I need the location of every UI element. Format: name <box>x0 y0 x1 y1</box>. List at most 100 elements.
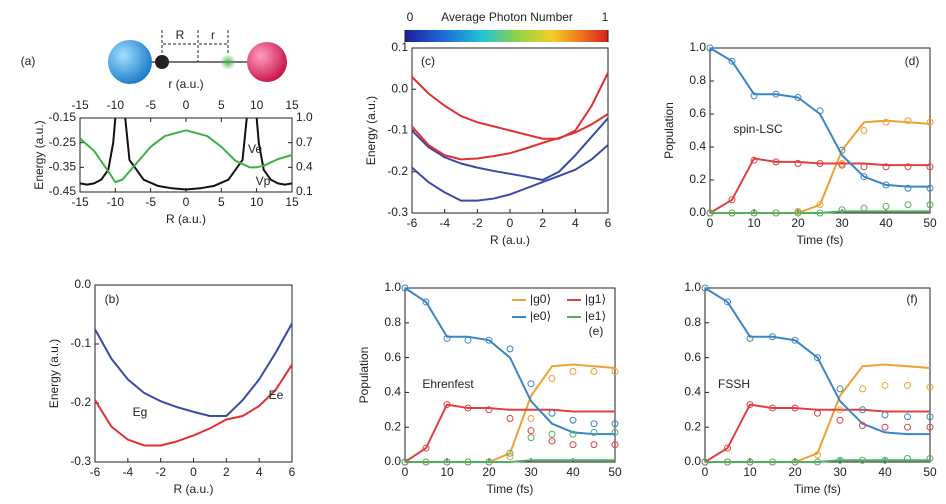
data-point <box>422 444 430 452</box>
y-tick-label: 0.0 <box>684 454 701 468</box>
data-point <box>794 160 802 167</box>
data-point <box>548 374 556 382</box>
data-point <box>464 458 472 466</box>
data-point <box>860 173 868 181</box>
data-point <box>527 434 535 442</box>
y-tick-label: 0.2 <box>384 419 401 433</box>
y2-tick-label: 0.4 <box>296 160 313 174</box>
data-point <box>750 156 758 164</box>
data-point <box>485 406 493 414</box>
data-point <box>882 163 890 171</box>
data-point <box>506 345 514 353</box>
x-tick-label: 4 <box>572 216 579 230</box>
y-tick-label: 0.2 <box>684 419 701 433</box>
y-tick-label: 0.2 <box>689 172 706 186</box>
x-tick-label: 30 <box>835 216 849 230</box>
data-point <box>791 404 799 412</box>
panel-label: (a) <box>21 54 36 68</box>
plot-frame <box>704 287 931 463</box>
x2-tick-label: 15 <box>285 98 299 112</box>
y-tick-label: 0.4 <box>684 385 701 399</box>
data-point <box>814 409 821 417</box>
data-point <box>881 411 889 419</box>
data-point <box>569 368 577 376</box>
y2-tick-label: 0.7 <box>296 135 313 149</box>
x-tick-label: 0 <box>190 465 197 479</box>
data-point <box>882 118 890 126</box>
data-point <box>590 441 598 449</box>
data-point <box>816 107 824 115</box>
data-point <box>548 409 556 417</box>
data-point <box>611 441 619 449</box>
legend-label: |g1⟩ <box>585 292 606 306</box>
series-line <box>411 144 609 202</box>
y-tick-label: 0.0 <box>689 205 706 219</box>
data-point <box>814 458 821 466</box>
series-line <box>411 113 609 161</box>
data-point <box>836 406 844 414</box>
data-point <box>904 117 912 125</box>
series-line <box>704 287 930 436</box>
data-point <box>701 458 709 466</box>
data-point <box>527 415 535 422</box>
data-point <box>443 458 451 466</box>
x-tick-label: 0 <box>702 465 709 479</box>
y-tick-label: -0.2 <box>387 164 408 178</box>
data-point <box>814 354 821 362</box>
x-tick-label: 2 <box>539 216 546 230</box>
y2-tick-label: 0.1 <box>296 184 313 198</box>
x-tick-label: 15 <box>285 195 299 209</box>
data-point <box>527 380 535 388</box>
data-point <box>464 404 472 412</box>
data-point <box>926 201 934 209</box>
x-tick-label: 6 <box>605 216 612 230</box>
y-tick-label: 0.8 <box>684 315 701 329</box>
data-point <box>611 428 619 436</box>
x-tick-label: 4 <box>256 465 263 479</box>
series-label: Vp <box>256 174 271 188</box>
y-tick-label: 0.8 <box>384 315 401 329</box>
annotation: r <box>211 28 215 42</box>
data-point <box>860 127 868 134</box>
y-tick-label: 0.6 <box>689 106 706 120</box>
legend-label: |e1⟩ <box>585 309 606 323</box>
x-axis-label: R (a.u.) <box>173 482 213 496</box>
y-tick-label: 1.0 <box>384 280 401 294</box>
data-point <box>485 336 493 344</box>
series-line <box>405 459 615 463</box>
annotation: spin-LSC <box>733 122 783 136</box>
y-tick-label: -0.3 <box>70 454 91 468</box>
series-label: Ee <box>269 388 284 402</box>
series-line <box>404 287 615 436</box>
series-line <box>705 459 930 463</box>
colorbar-label: Average Photon Number <box>441 10 573 24</box>
y-axis-label: Population <box>662 102 676 159</box>
x-tick-label: 0 <box>402 465 409 479</box>
x-tick-label: 2 <box>223 465 230 479</box>
data-point <box>728 57 736 65</box>
x-tick-label: 30 <box>833 465 847 479</box>
y-tick-label: -0.25 <box>49 135 77 149</box>
series-line <box>79 117 293 191</box>
data-point <box>506 415 514 422</box>
series-line <box>709 157 930 214</box>
data-point <box>794 209 802 217</box>
data-point <box>769 333 776 341</box>
x-tick-label: -5 <box>145 195 156 209</box>
plot-frame <box>404 287 616 463</box>
legend-label: |e0⟩ <box>530 309 551 323</box>
data-point <box>422 298 430 306</box>
data-point <box>859 406 866 414</box>
data-point <box>881 423 889 431</box>
y-tick-label: -0.1 <box>387 123 408 137</box>
series-label: Eg <box>133 405 148 419</box>
data-point <box>701 284 709 292</box>
colorbar <box>405 30 608 42</box>
colorbar-tick-label: 0 <box>407 10 414 24</box>
data-point <box>836 416 844 424</box>
x-tick-label: 30 <box>524 465 538 479</box>
y-tick-label: 0.0 <box>391 81 408 95</box>
data-point <box>750 209 758 217</box>
y-tick-label: 0.4 <box>384 385 401 399</box>
